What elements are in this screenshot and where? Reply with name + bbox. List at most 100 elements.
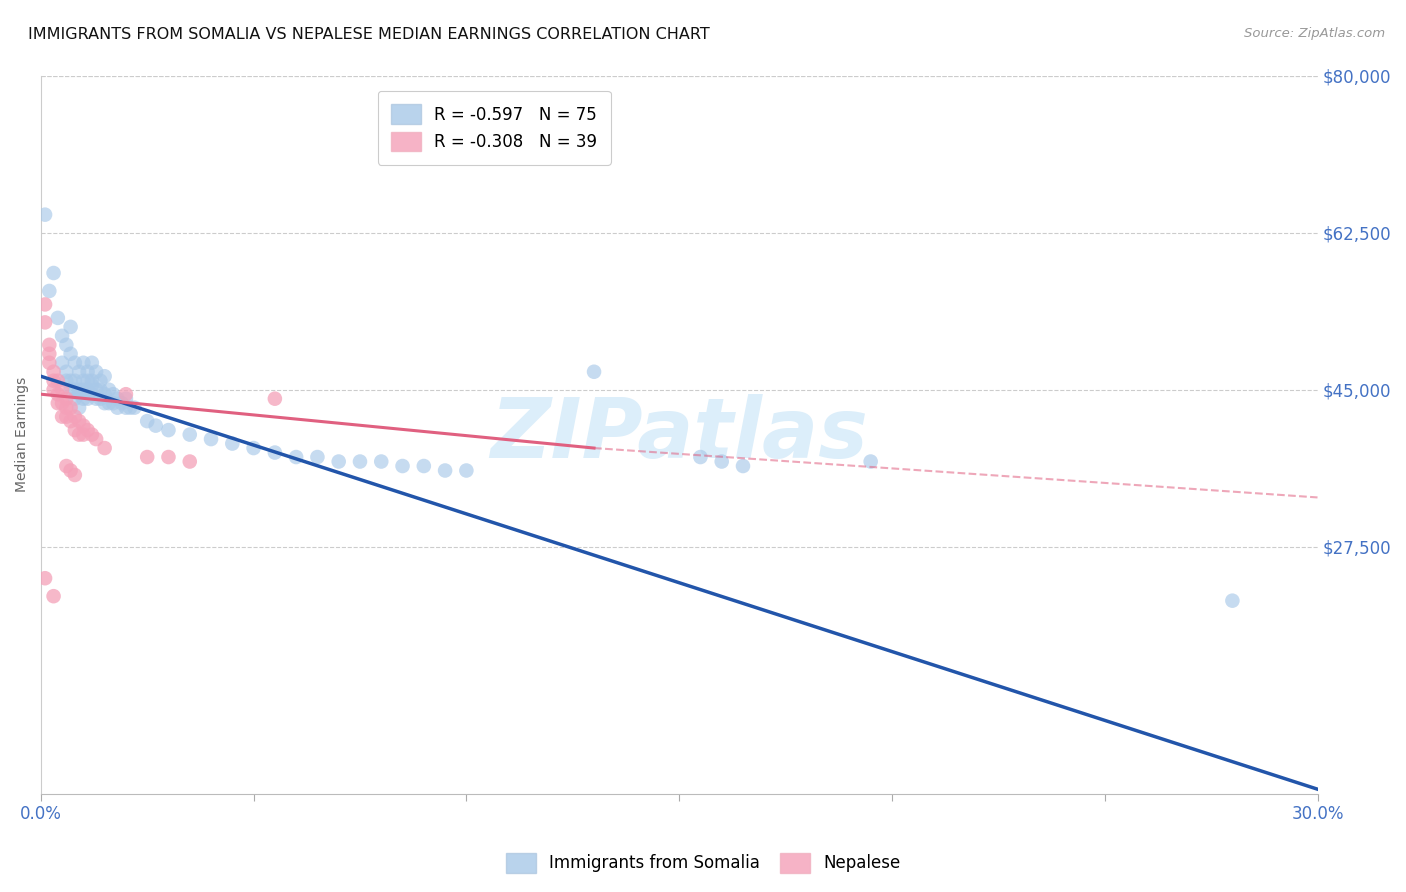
Point [63,356,86,370]
Point [145,418,167,433]
Point [97,396,120,410]
Point [72,427,94,442]
Text: ZIPatlas: ZIPatlas [491,394,868,475]
Point [391,458,413,473]
Point [349,454,371,468]
Point [89,392,111,406]
Point [38,284,60,298]
Point [59,414,82,428]
Point [38,338,60,352]
Point [59,347,82,361]
Point [59,463,82,477]
Point [67,414,90,428]
Point [72,374,94,388]
Point [157,423,180,437]
Point [731,458,754,473]
Point [34,571,56,585]
Point [370,454,392,468]
Point [67,383,90,397]
Point [42,266,65,280]
Point [67,387,90,401]
Point [55,392,77,406]
Point [72,418,94,433]
Point [34,315,56,329]
Point [51,383,73,397]
Point [55,401,77,415]
Point [63,383,86,397]
Point [221,436,243,450]
Point [97,383,120,397]
Point [59,319,82,334]
Point [89,374,111,388]
Point [93,369,115,384]
Point [80,427,103,442]
Text: IMMIGRANTS FROM SOMALIA VS NEPALESE MEDIAN EARNINGS CORRELATION CHART: IMMIGRANTS FROM SOMALIA VS NEPALESE MEDI… [28,27,710,42]
Point [51,396,73,410]
Point [136,414,159,428]
Point [93,441,115,455]
Point [76,365,98,379]
Point [263,445,285,459]
Point [93,387,115,401]
Point [51,356,73,370]
Point [38,356,60,370]
Point [55,338,77,352]
Point [76,392,98,406]
Point [80,387,103,401]
Point [55,458,77,473]
Point [59,383,82,397]
Point [55,365,77,379]
Point [859,454,882,468]
Point [59,401,82,415]
Point [434,463,457,477]
Point [63,392,86,406]
Legend: Immigrants from Somalia, Nepalese: Immigrants from Somalia, Nepalese [499,847,907,880]
Point [1222,593,1244,607]
Point [179,454,201,468]
Point [136,450,159,464]
Point [38,347,60,361]
Point [93,396,115,410]
Point [412,458,434,473]
Point [80,356,103,370]
Point [80,374,103,388]
Point [46,387,69,401]
Point [72,392,94,406]
Point [55,409,77,424]
Point [59,374,82,388]
Point [101,387,124,401]
Point [328,454,350,468]
Point [42,365,65,379]
Point [63,374,86,388]
Point [51,329,73,343]
Point [710,454,733,468]
Point [84,365,107,379]
Point [42,374,65,388]
Point [84,432,107,446]
Point [63,423,86,437]
Point [583,365,606,379]
Point [115,387,138,401]
Point [67,427,90,442]
Legend: R = -0.597   N = 75, R = -0.308   N = 39: R = -0.597 N = 75, R = -0.308 N = 39 [378,91,610,164]
Point [689,450,711,464]
Point [63,468,86,483]
Point [200,432,222,446]
Point [42,383,65,397]
Point [120,401,142,415]
Point [34,208,56,222]
Point [67,401,90,415]
Point [89,383,111,397]
Point [107,401,129,415]
Point [72,356,94,370]
Point [107,392,129,406]
Text: Source: ZipAtlas.com: Source: ZipAtlas.com [1244,27,1385,40]
Point [67,365,90,379]
Point [51,409,73,424]
Point [84,392,107,406]
Point [76,423,98,437]
Point [115,401,138,415]
Point [72,383,94,397]
Point [263,392,285,406]
Point [101,396,124,410]
